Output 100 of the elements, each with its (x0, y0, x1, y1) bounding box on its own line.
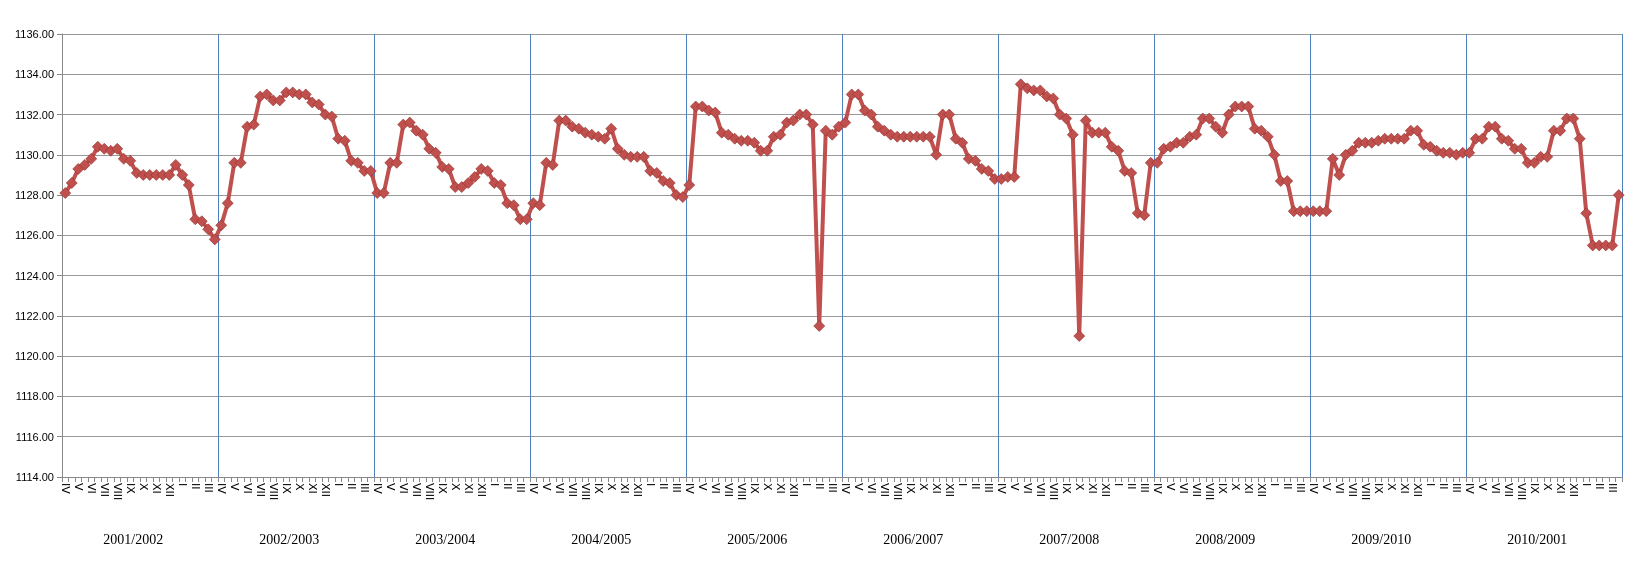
x-tick-label: V (71, 483, 85, 491)
y-tick-label: 1132.00 (15, 108, 54, 121)
x-tick-label: VIII (890, 483, 904, 501)
x-tick-label: III (201, 483, 215, 493)
x-tick-label: XI (773, 483, 787, 494)
x-tick-label: VIII (578, 483, 592, 501)
y-tick-label: 1116.00 (15, 430, 54, 443)
x-tick-label: VIII (1514, 483, 1528, 501)
x-tick-label: XI (617, 483, 631, 494)
x-tick-label: VIII (266, 483, 280, 501)
x-tick-label: II (812, 483, 826, 490)
x-tick-label: III (1137, 483, 1151, 493)
x-tick-label: X (1072, 483, 1086, 491)
text: 2008/2009 (1195, 531, 1256, 547)
x-tick-label: XII (630, 483, 644, 498)
x-tick-label: XI (461, 483, 475, 494)
x-tick-label: X (916, 483, 930, 491)
y-tick-label: 1128.00 (15, 189, 54, 202)
x-tick-label: IX (435, 483, 449, 495)
x-tick-label: V (227, 483, 241, 491)
x-tick-label: IX (1371, 483, 1385, 495)
x-tick-label: XI (1085, 483, 1099, 494)
x-tick-label: XII (474, 483, 488, 498)
x-tick-label: II (1280, 483, 1294, 490)
x-tick-label: IV (994, 483, 1008, 495)
x-tick-label: VI (708, 483, 722, 494)
x-tick-label: X (760, 483, 774, 491)
x-tick-label: I (1267, 483, 1281, 487)
x-tick-label: X (1384, 483, 1398, 491)
x-tick-label: IV (526, 483, 540, 495)
x-tick-label: I (955, 483, 969, 487)
x-tick-label: IX (279, 483, 293, 495)
x-tick-label: IV (214, 483, 228, 495)
x-tick-label: II (344, 483, 358, 490)
x-tick-label: IV (1150, 483, 1164, 495)
x-tick-label: V (1163, 483, 1177, 491)
x-tick-label: II (1124, 483, 1138, 490)
x-tick-label: I (1423, 483, 1437, 487)
text: 2005/2006 (727, 531, 788, 547)
y-tick-label: 1118.00 (15, 390, 54, 403)
x-tick-label: VII (1189, 483, 1203, 498)
x-tick-label: XI (149, 483, 163, 494)
x-tick-label: VIII (1202, 483, 1216, 501)
x-tick-label: II (1592, 483, 1606, 490)
text: 2007/2008 (1039, 531, 1100, 547)
y-tick-label: 1120.00 (15, 350, 54, 363)
x-tick-label: V (1007, 483, 1021, 491)
x-tick-label: III (1605, 483, 1619, 493)
x-tick-label: III (981, 483, 995, 493)
y-tick-label: 1130.00 (15, 148, 54, 161)
x-tick-label: V (383, 483, 397, 491)
x-tick-label: VII (1345, 483, 1359, 498)
x-tick-label: VIII (110, 483, 124, 501)
x-tick-label: XI (929, 483, 943, 494)
x-tick-label: X (604, 483, 618, 491)
text: 2006/2007 (883, 531, 944, 547)
x-tick-label: IV (1306, 483, 1320, 495)
x-tick-label: VII (1033, 483, 1047, 498)
y-tick-label: 1122.00 (15, 309, 54, 322)
x-tick-label: X (1540, 483, 1554, 491)
x-tick-label: I (175, 483, 189, 487)
x-tick-label: IX (1059, 483, 1073, 495)
x-tick-label: II (1436, 483, 1450, 490)
x-tick-label: VI (396, 483, 410, 494)
x-tick-label: IV (1462, 483, 1476, 495)
x-tick-label: V (539, 483, 553, 491)
x-tick-label: VII (877, 483, 891, 498)
x-tick-label: VIII (1358, 483, 1372, 501)
x-tick-label: VIII (422, 483, 436, 501)
text: 2009/2010 (1351, 531, 1412, 547)
x-tick-label: II (656, 483, 670, 490)
x-tick-label: VI (1176, 483, 1190, 494)
x-tick-label: VII (565, 483, 579, 498)
x-tick-label: V (1475, 483, 1489, 491)
x-tick-label: XII (318, 483, 332, 498)
x-tick-label: VII (409, 483, 423, 498)
x-tick-label: VII (1501, 483, 1515, 498)
x-tick-label: III (357, 483, 371, 493)
x-tick-label: VII (253, 483, 267, 498)
text: 2003/2004 (415, 531, 476, 547)
x-tick-label: I (487, 483, 501, 487)
x-tick-label: XI (1397, 483, 1411, 494)
x-tick-label: XII (942, 483, 956, 498)
x-tick-label: VI (1488, 483, 1502, 494)
x-tick-label: IV (370, 483, 384, 495)
x-tick-label: VII (721, 483, 735, 498)
x-tick-label: II (500, 483, 514, 490)
x-tick-label: V (1319, 483, 1333, 491)
x-tick-label: VI (1332, 483, 1346, 494)
text: 2010/2001 (1507, 531, 1568, 547)
x-tick-label: III (1293, 483, 1307, 493)
x-tick-label: II (968, 483, 982, 490)
x-tick-label: VI (240, 483, 254, 494)
x-tick-label: XI (305, 483, 319, 494)
x-tick-label: XII (1098, 483, 1112, 498)
x-tick-label: II (188, 483, 202, 490)
y-tick-label: 1126.00 (15, 229, 54, 242)
x-tick-label: XI (1553, 483, 1567, 494)
text: 2004/2005 (571, 531, 632, 547)
x-tick-label: VIII (1046, 483, 1060, 501)
